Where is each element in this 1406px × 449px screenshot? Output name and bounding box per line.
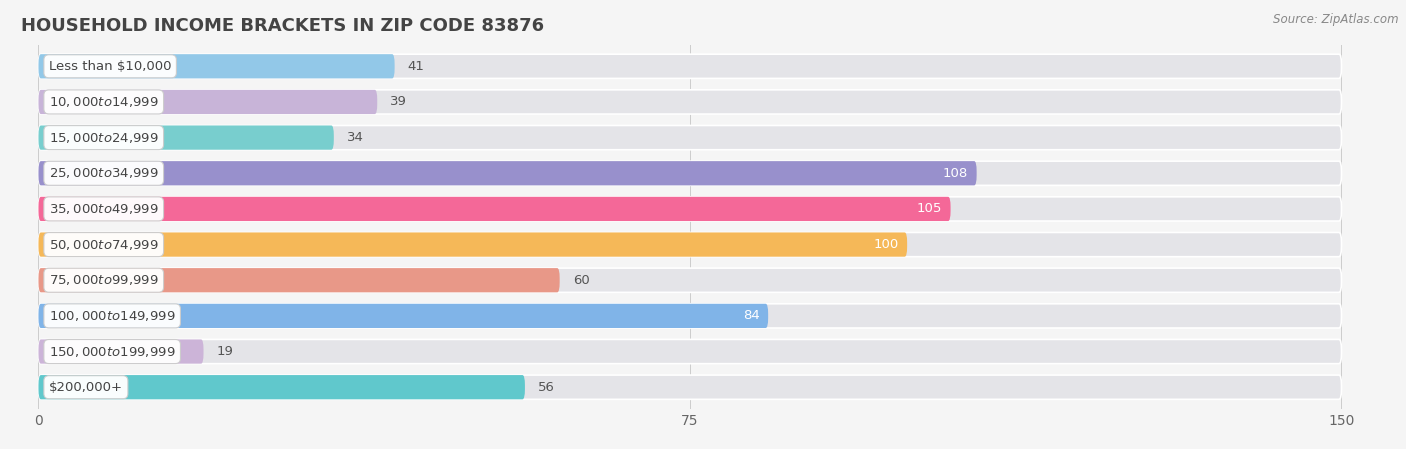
FancyBboxPatch shape bbox=[38, 161, 977, 185]
FancyBboxPatch shape bbox=[38, 268, 1341, 292]
Text: 100: 100 bbox=[873, 238, 898, 251]
FancyBboxPatch shape bbox=[38, 90, 377, 114]
FancyBboxPatch shape bbox=[38, 90, 1341, 114]
FancyBboxPatch shape bbox=[38, 125, 333, 150]
FancyBboxPatch shape bbox=[38, 161, 1341, 185]
FancyBboxPatch shape bbox=[38, 268, 560, 292]
Text: HOUSEHOLD INCOME BRACKETS IN ZIP CODE 83876: HOUSEHOLD INCOME BRACKETS IN ZIP CODE 83… bbox=[21, 17, 544, 35]
FancyBboxPatch shape bbox=[38, 339, 204, 364]
Text: Source: ZipAtlas.com: Source: ZipAtlas.com bbox=[1274, 13, 1399, 26]
FancyBboxPatch shape bbox=[38, 197, 950, 221]
Text: $200,000+: $200,000+ bbox=[49, 381, 122, 394]
FancyBboxPatch shape bbox=[38, 339, 1341, 364]
FancyBboxPatch shape bbox=[38, 125, 1341, 150]
FancyBboxPatch shape bbox=[38, 375, 524, 399]
Text: $25,000 to $34,999: $25,000 to $34,999 bbox=[49, 166, 159, 180]
Text: 34: 34 bbox=[347, 131, 364, 144]
Text: $75,000 to $99,999: $75,000 to $99,999 bbox=[49, 273, 159, 287]
FancyBboxPatch shape bbox=[38, 54, 1341, 79]
Text: 60: 60 bbox=[572, 274, 589, 287]
Text: 41: 41 bbox=[408, 60, 425, 73]
Text: $50,000 to $74,999: $50,000 to $74,999 bbox=[49, 238, 159, 251]
FancyBboxPatch shape bbox=[38, 233, 907, 257]
Text: $150,000 to $199,999: $150,000 to $199,999 bbox=[49, 344, 176, 359]
FancyBboxPatch shape bbox=[38, 375, 1341, 399]
Text: Less than $10,000: Less than $10,000 bbox=[49, 60, 172, 73]
FancyBboxPatch shape bbox=[38, 304, 1341, 328]
Text: 39: 39 bbox=[391, 96, 408, 109]
FancyBboxPatch shape bbox=[38, 197, 1341, 221]
Text: 84: 84 bbox=[742, 309, 759, 322]
Text: 108: 108 bbox=[942, 167, 967, 180]
Text: 105: 105 bbox=[917, 202, 942, 216]
Text: $15,000 to $24,999: $15,000 to $24,999 bbox=[49, 131, 159, 145]
FancyBboxPatch shape bbox=[38, 304, 768, 328]
Text: $100,000 to $149,999: $100,000 to $149,999 bbox=[49, 309, 176, 323]
Text: 56: 56 bbox=[538, 381, 555, 394]
Text: $35,000 to $49,999: $35,000 to $49,999 bbox=[49, 202, 159, 216]
FancyBboxPatch shape bbox=[38, 54, 395, 79]
FancyBboxPatch shape bbox=[38, 233, 1341, 257]
Text: $10,000 to $14,999: $10,000 to $14,999 bbox=[49, 95, 159, 109]
Text: 19: 19 bbox=[217, 345, 233, 358]
